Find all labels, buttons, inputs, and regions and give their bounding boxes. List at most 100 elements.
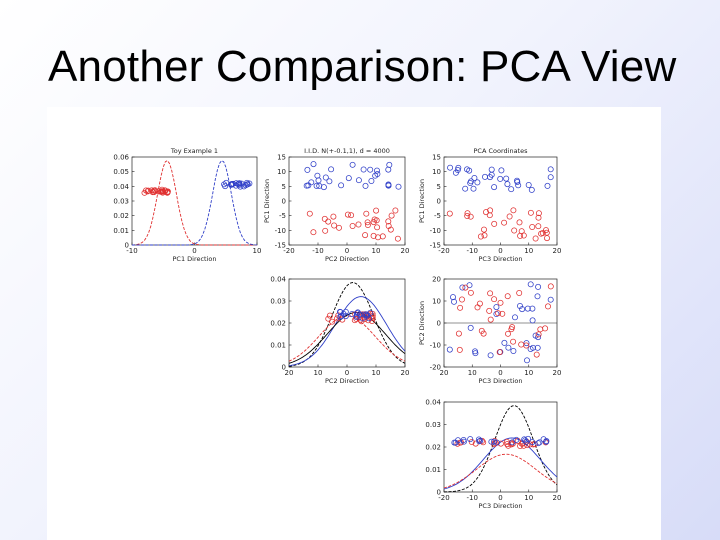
- data-point-blue: [525, 182, 532, 188]
- data-point-blue: [320, 184, 327, 191]
- data-point-blue: [482, 173, 488, 180]
- data-point-blue: [477, 437, 484, 444]
- data-point-red: [394, 235, 401, 242]
- data-point-blue: [305, 182, 312, 189]
- data-point-blue: [236, 180, 243, 187]
- data-point-blue: [374, 167, 380, 174]
- data-point-red: [497, 299, 504, 306]
- data-point-blue: [510, 348, 517, 354]
- y-tick-label: 15: [277, 154, 286, 162]
- data-point-blue: [315, 177, 322, 184]
- data-point-blue: [447, 164, 454, 171]
- y-tick-label: -20: [430, 364, 441, 372]
- data-point-blue: [535, 440, 542, 447]
- x-tick-label: 20: [440, 369, 449, 377]
- data-point-blue: [468, 178, 474, 185]
- y-tick-label: 0.02: [113, 212, 129, 220]
- data-point-red: [456, 346, 463, 353]
- data-point-red: [537, 326, 544, 333]
- data-point-blue: [547, 166, 554, 173]
- y-tick-label: 10: [432, 168, 441, 176]
- data-point-red: [143, 187, 149, 194]
- data-point-red: [374, 224, 381, 231]
- x-tick-label: -20: [438, 494, 449, 502]
- x-tick-label: 20: [553, 494, 562, 502]
- data-point-red: [325, 315, 332, 322]
- x-tick-label: 10: [372, 369, 381, 377]
- data-point-blue: [498, 167, 505, 174]
- data-point-blue: [525, 435, 532, 442]
- data-point-red: [477, 233, 484, 240]
- data-point-blue: [310, 161, 317, 168]
- data-point-red: [336, 224, 342, 231]
- data-point-blue: [547, 174, 554, 181]
- data-point-red: [358, 318, 365, 325]
- data-point-red: [532, 235, 539, 242]
- data-point-blue: [474, 179, 481, 186]
- y-tick-label: 15: [432, 154, 441, 162]
- data-point-blue: [326, 178, 333, 185]
- y-axis-label: PC1 Direction: [418, 179, 426, 223]
- data-point-red: [516, 290, 523, 296]
- data-point-red: [543, 227, 549, 234]
- data-point-red: [517, 232, 524, 239]
- data-point-blue: [493, 439, 500, 446]
- data-point-red: [362, 232, 369, 239]
- density-curve-red: [131, 160, 257, 246]
- data-point-blue: [547, 296, 554, 303]
- axes-box: [288, 156, 406, 246]
- data-point-red: [159, 189, 166, 196]
- data-point-blue: [349, 311, 356, 317]
- data-point-red: [373, 207, 380, 214]
- data-point-blue: [529, 317, 536, 324]
- data-point-blue: [512, 314, 518, 321]
- data-point-blue: [235, 181, 242, 188]
- chart-title: PCA Coordinates: [474, 147, 529, 155]
- y-axis-label: PC1 Direction: [263, 179, 271, 223]
- y-tick-label: 0: [282, 198, 286, 206]
- data-point-blue: [471, 175, 478, 181]
- data-point-blue: [338, 182, 345, 189]
- data-point-red: [483, 209, 489, 216]
- density-curve-blue: [443, 437, 558, 490]
- density-curve-black: [288, 311, 406, 364]
- data-point-blue: [527, 346, 534, 352]
- data-point-blue: [523, 438, 530, 445]
- axes-box: [288, 278, 406, 368]
- density-curve-blue: [288, 296, 406, 367]
- data-point-red: [487, 207, 494, 214]
- x-tick-label: 10: [524, 494, 533, 502]
- data-point-red: [535, 223, 542, 230]
- data-point-red: [363, 210, 370, 217]
- data-point-red: [495, 310, 502, 317]
- data-point-red: [504, 441, 511, 448]
- data-point-red: [542, 325, 549, 332]
- data-point-red: [481, 232, 488, 239]
- data-point-blue: [459, 284, 466, 291]
- data-point-red: [480, 439, 487, 446]
- chart-2: -20 -10 0 10 20 15 10 5 0 -5 -10 -15 I.I.D. N(+-0.1,…: [263, 147, 409, 263]
- data-point-red: [504, 293, 511, 300]
- y-tick-label: 0.04: [113, 183, 129, 191]
- data-point-blue: [360, 166, 367, 173]
- y-tick-label: 0.04: [425, 399, 441, 407]
- y-tick-label: 10: [277, 168, 286, 176]
- y-tick-label: 0.05: [113, 168, 129, 176]
- data-point-red: [535, 331, 542, 338]
- data-point-red: [535, 210, 542, 217]
- data-point-blue: [514, 179, 521, 185]
- data-point-blue: [349, 161, 356, 168]
- y-tick-label: 0.01: [270, 342, 286, 350]
- data-point-blue: [467, 436, 474, 443]
- data-point-red: [508, 326, 515, 333]
- data-point-blue: [501, 339, 508, 346]
- data-point-red: [511, 227, 518, 234]
- chart-5: 20 10 0 10 20 20 10 0 -10 -20 PC3 Direction PC2 Dir…: [418, 276, 561, 386]
- data-point-red: [474, 304, 481, 311]
- data-point-red: [145, 187, 152, 194]
- data-point-red: [516, 219, 523, 226]
- axes-box: [443, 156, 558, 246]
- x-tick-label: -10: [467, 494, 478, 502]
- figure-panel: -10 0 10 0 0.01 0.02 0.03 0.04 0.05 0.06 Toy Examp…: [47, 107, 661, 540]
- density-curve-total: [443, 405, 558, 493]
